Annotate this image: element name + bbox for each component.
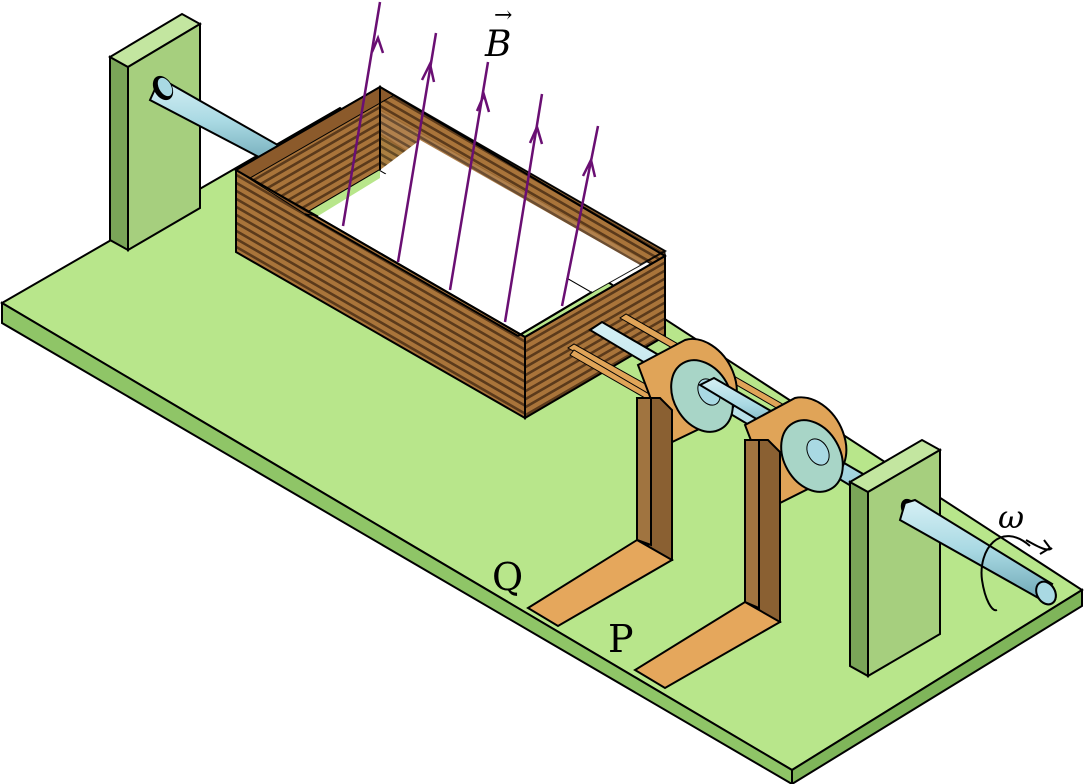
field-line	[396, 32, 438, 263]
coil	[233, 85, 668, 420]
q-label: Q	[492, 555, 523, 599]
field-label: B	[484, 24, 511, 65]
field-line-arrowhead	[370, 34, 385, 54]
field-lines	[341, 1, 600, 323]
omega-label: ω	[998, 498, 1024, 536]
field-line	[560, 125, 600, 307]
left-support	[107, 12, 203, 252]
field-line-arrowhead	[528, 123, 544, 145]
right-support	[847, 438, 1057, 678]
field-vector-arrow: →	[494, 3, 512, 28]
brush-q	[526, 397, 675, 628]
field-line-arrowhead	[581, 156, 597, 178]
curved-arrow-rotation-icon	[980, 535, 1053, 612]
field-line-arrowhead	[475, 91, 491, 113]
p-label: P	[608, 617, 634, 661]
field-line-arrowhead	[420, 60, 436, 83]
brush-p	[633, 439, 783, 690]
field-line	[341, 1, 382, 227]
